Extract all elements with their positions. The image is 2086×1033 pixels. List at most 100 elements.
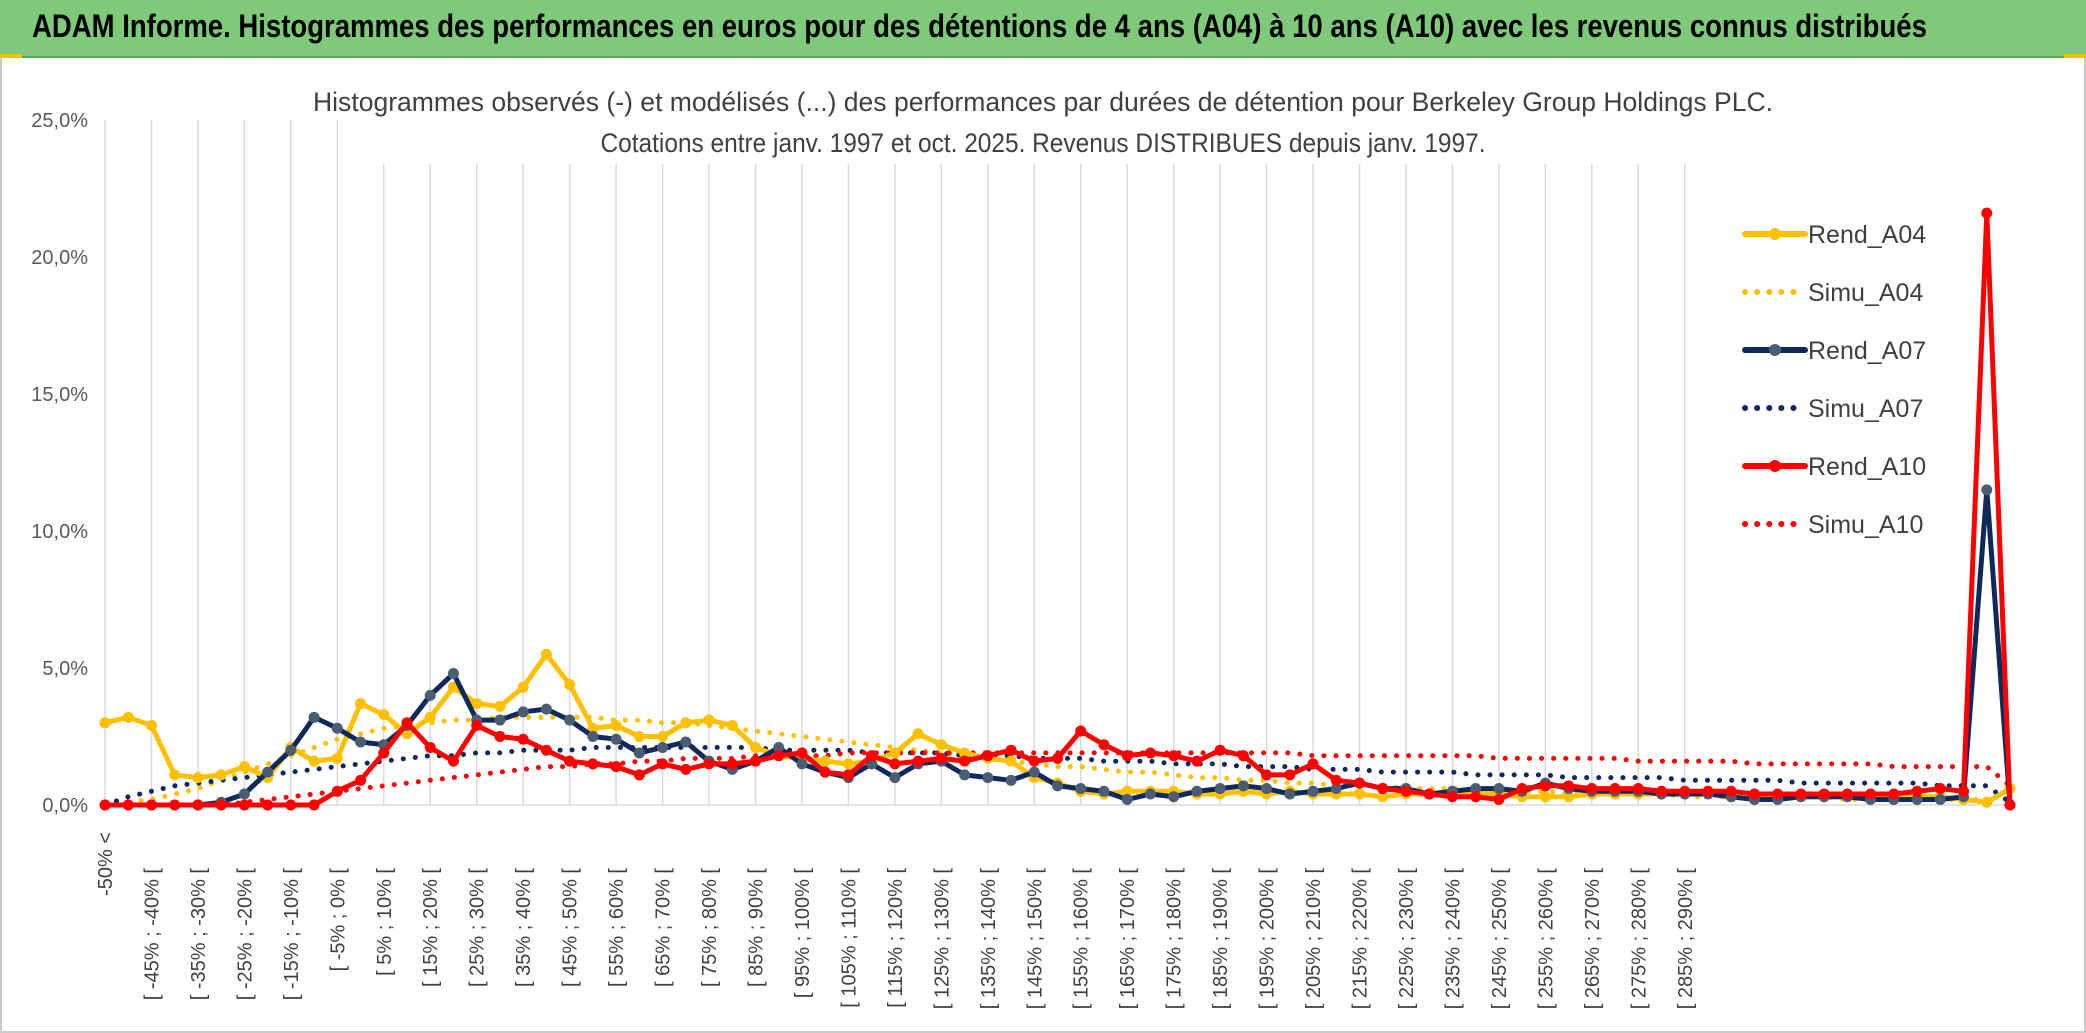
data-point	[889, 747, 901, 759]
y-tick-label: 5,0%	[42, 658, 88, 680]
data-point	[355, 736, 367, 748]
y-axis-ticks: 0,0% 5,0% 10,0% 15,0% 20,0% 25,0%	[31, 110, 88, 817]
data-point	[633, 731, 645, 742]
data-point	[680, 763, 692, 775]
data-point	[378, 747, 390, 759]
data-point	[192, 799, 204, 811]
data-point	[1354, 777, 1366, 789]
data-point	[424, 741, 436, 753]
legend-label: Simu_A10	[1808, 511, 1923, 539]
data-point	[262, 766, 274, 778]
data-point	[424, 711, 436, 723]
x-tick-label: [ 285% ; 290% [	[1675, 868, 1697, 1010]
data-point	[471, 698, 483, 710]
data-point	[1609, 783, 1621, 795]
data-point	[935, 739, 947, 751]
data-point	[145, 799, 157, 811]
data-point	[1632, 783, 1644, 795]
data-point	[1888, 788, 1900, 800]
x-tick-label: [ 205% ; 210% [	[1303, 868, 1325, 1010]
data-point	[1307, 785, 1319, 797]
data-point	[1075, 783, 1087, 795]
data-point	[1377, 783, 1389, 795]
data-point	[1144, 747, 1156, 759]
x-tick-label: [ 185% ; 190% [	[1210, 868, 1232, 1010]
data-point	[517, 733, 529, 745]
data-point	[1539, 780, 1551, 792]
x-tick-label: [ 25% ; 30% [	[467, 868, 489, 987]
data-point	[1214, 783, 1226, 795]
chart-title: Histogrammes observés (-) et modélisés (…	[313, 87, 1773, 117]
data-point	[564, 755, 576, 767]
data-point	[494, 700, 506, 712]
data-point	[331, 752, 343, 764]
x-tick-label: [ 105% ; 110% [	[838, 868, 860, 1008]
legend: Rend_A04 Simu_A04 Rend_A07 Simu_A07 Rend_A10…	[1715, 205, 1950, 550]
data-point	[1516, 783, 1528, 795]
data-point	[308, 755, 320, 767]
data-point	[238, 788, 250, 800]
data-point	[1121, 750, 1133, 762]
x-tick-label: [ 65% ; 70% [	[653, 868, 675, 987]
data-point	[1330, 774, 1342, 786]
data-point	[355, 698, 367, 710]
x-tick-label: [ 75% ; 80% [	[699, 868, 721, 987]
data-point	[680, 736, 692, 748]
data-point	[238, 761, 250, 773]
legend-marker	[1769, 460, 1781, 472]
data-point	[262, 799, 274, 811]
data-point	[1400, 785, 1412, 797]
data-point	[1981, 484, 1993, 496]
data-point	[1191, 785, 1203, 797]
x-tick-label: [ 225% ; 230% [	[1396, 868, 1418, 1010]
data-point	[866, 750, 878, 762]
data-point	[308, 711, 320, 723]
data-point	[1098, 739, 1110, 751]
data-point	[285, 799, 297, 811]
x-tick-label: [ 235% ; 240% [	[1442, 868, 1464, 1010]
data-point	[1005, 774, 1017, 786]
data-point	[308, 799, 320, 811]
data-point	[355, 774, 367, 786]
series-group	[99, 207, 2016, 811]
x-tick-label: [ -35% ; -30% [	[188, 868, 210, 1001]
data-point	[633, 747, 645, 759]
data-point	[99, 717, 111, 729]
data-point	[1446, 791, 1458, 803]
data-point	[819, 766, 831, 778]
data-point	[610, 761, 622, 773]
data-point	[215, 769, 227, 781]
data-point	[587, 731, 599, 742]
legend-label: Rend_A10	[1808, 453, 1926, 481]
data-point	[1237, 750, 1249, 762]
data-point	[912, 755, 924, 767]
data-point	[1563, 780, 1575, 792]
y-tick-label: 20,0%	[31, 247, 88, 269]
legend-background	[1715, 205, 1950, 550]
data-point	[1563, 791, 1575, 803]
data-point	[773, 750, 785, 762]
x-tick-label: [ 5% ; 10% [	[374, 868, 396, 976]
data-point	[1586, 783, 1598, 795]
data-point	[238, 799, 250, 811]
data-point	[1261, 783, 1273, 795]
data-point	[564, 714, 576, 726]
data-point	[1098, 785, 1110, 797]
data-point	[703, 714, 715, 726]
data-point	[959, 769, 971, 781]
data-point	[401, 717, 413, 729]
data-point	[1656, 785, 1668, 797]
y-tick-label: 25,0%	[31, 110, 88, 132]
data-point	[1284, 788, 1296, 800]
x-tick-label: [ 55% ; 60% [	[606, 868, 628, 987]
data-point	[959, 747, 971, 759]
x-tick-label: [ 95% ; 100% [	[792, 868, 814, 999]
data-point	[912, 728, 924, 740]
data-point	[726, 720, 738, 732]
data-point	[1934, 794, 1946, 806]
legend-label: Simu_A04	[1808, 279, 1923, 307]
data-point	[1307, 758, 1319, 770]
banner-title: ADAM Informe. Histogrammes des performan…	[32, 8, 1927, 44]
report-banner: ADAM Informe. Histogrammes des performan…	[0, 0, 2086, 58]
